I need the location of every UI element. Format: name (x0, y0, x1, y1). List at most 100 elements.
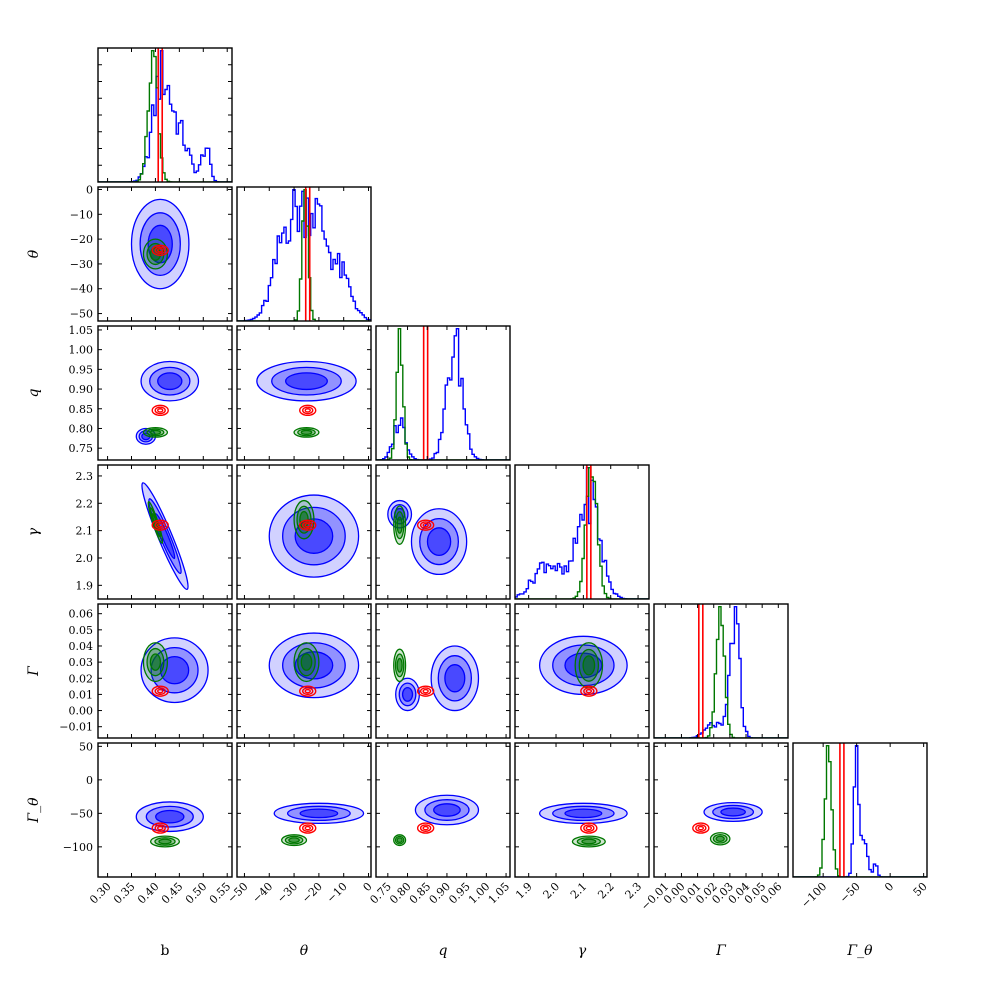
frame-q-Gamma (375, 603, 511, 739)
xlabel-theta: θ (300, 943, 309, 959)
panel-theta-theta (237, 187, 371, 321)
contour-green-q-Gamma_theta-0-2 (396, 837, 403, 844)
ytick-Gamma-5: 0.04 (69, 640, 94, 653)
xtick-Gamma_theta-3: 50 (911, 880, 930, 899)
panel-Gamma-Gamma_theta (692, 801, 763, 846)
ytick-q-4: 0.95 (69, 363, 94, 376)
truth-marker-b-q-1 (154, 406, 166, 415)
ytick-gamma-4: 2.3 (76, 470, 94, 483)
panel-theta-gamma (268, 494, 360, 578)
truth-marker-Gamma-Gamma_theta-1 (695, 824, 707, 832)
truth-marker-theta-gamma-0 (299, 519, 317, 531)
contour-green-theta-Gamma-0-2 (300, 653, 313, 671)
ytick-Gamma-2: 0.01 (69, 688, 94, 701)
truth-marker-b-Gamma-1 (154, 687, 166, 696)
hist-blue-Gamma_theta (793, 745, 927, 877)
xtick-b-4: 0.50 (183, 880, 210, 907)
hist-blue-b (98, 50, 232, 182)
ytick-theta-4: −10 (70, 208, 93, 221)
contour-blue-theta-Gamma_theta-0-2 (299, 808, 339, 819)
xtick-b-0: 0.30 (87, 880, 114, 907)
panel-gamma-gamma (515, 465, 649, 599)
contour-green-b-gamma-0-2 (151, 513, 160, 532)
contour-green-b-Gamma_theta-0-2 (158, 838, 172, 845)
panel-b-q (135, 360, 200, 445)
hist-green-Gamma (654, 606, 788, 738)
contour-blue-b-q-0-2 (157, 372, 183, 391)
ytick-Gamma_theta-1: −50 (70, 807, 93, 820)
contour-green-Gamma-Gamma_theta-0-2 (715, 835, 725, 842)
ytick-q-5: 1.00 (69, 344, 94, 357)
contour-blue-theta-q-0-2 (284, 372, 328, 391)
panel-q-Gamma (393, 645, 480, 712)
truth-marker-theta-Gamma-0 (299, 685, 317, 697)
xtick-gamma-3: 2.2 (595, 880, 617, 902)
panel-b-Gamma_theta (135, 801, 204, 848)
hist-green-q (376, 328, 510, 460)
ylabel-Gamma: Γ (26, 665, 42, 677)
contour-green-q-Gamma-0-2 (396, 657, 403, 673)
truth-marker-q-gamma-1 (419, 521, 432, 530)
frame-b-q (97, 325, 233, 461)
hist-blue-gamma (515, 467, 649, 599)
xtick-theta-4: −10 (324, 880, 350, 906)
frame-Gamma_theta-Gamma_theta (792, 742, 928, 878)
panel-b-b (98, 48, 232, 182)
xtick-theta-2: −30 (275, 880, 301, 906)
xtick-q-6: 1.05 (486, 880, 513, 907)
xlabel-Gamma: Γ (715, 943, 727, 959)
hist-green-b (98, 50, 232, 182)
panel-b-gamma (141, 482, 189, 591)
xtick-gamma-4: 2.3 (623, 880, 645, 902)
panel-theta-Gamma (268, 632, 360, 699)
xtick-theta-0: −50 (225, 880, 251, 906)
contour-green-theta-q-0-2 (300, 429, 313, 436)
frame-b-gamma (97, 464, 233, 600)
contour-blue-gamma-Gamma_theta-0-2 (564, 808, 603, 819)
ytick-q-2: 0.85 (69, 403, 94, 416)
truth-marker-q-Gamma_theta-1 (419, 824, 432, 832)
frame-theta-Gamma_theta (236, 742, 372, 878)
ytick-q-1: 0.80 (69, 422, 94, 435)
frame-gamma-Gamma (514, 603, 650, 739)
truth-marker-Gamma-Gamma_theta-0 (692, 822, 710, 834)
truth-marker-theta-q-0 (299, 404, 317, 417)
xtick-Gamma_theta-0: −100 (799, 880, 830, 911)
ytick-Gamma_theta-0: −100 (63, 841, 93, 854)
ylabel-gamma: γ (26, 527, 42, 536)
truth-marker-b-gamma-0 (151, 519, 169, 531)
ytick-q-6: 1.05 (69, 324, 94, 337)
ytick-Gamma-3: 0.02 (69, 672, 94, 685)
truth-marker-theta-q-2 (304, 408, 311, 413)
truth-marker-b-Gamma_theta-0 (151, 822, 169, 834)
ytick-theta-2: −30 (70, 258, 93, 271)
frame-b-Gamma_theta (97, 742, 233, 878)
ytick-Gamma-1: 0.00 (69, 705, 94, 718)
xtick-gamma-0: 1.9 (513, 880, 535, 902)
xtick-gamma-1: 2.0 (541, 880, 563, 902)
truth-marker-b-theta-2 (157, 247, 164, 253)
frame-Gamma-Gamma (653, 603, 789, 739)
xtick-theta-1: −40 (250, 880, 276, 906)
contour-green-q-gamma-0-2 (396, 516, 403, 534)
truth-marker-q-gamma-2 (422, 522, 429, 528)
ytick-theta-5: 0 (86, 183, 93, 196)
hist-blue-q (376, 328, 510, 460)
contour-blue-Gamma-Gamma_theta-0-2 (720, 807, 746, 817)
panel-Gamma_theta-Gamma_theta (793, 743, 927, 877)
contour-blue-q-Gamma-1-2 (401, 686, 414, 702)
frame-q-Gamma_theta (375, 742, 511, 878)
truth-marker-b-Gamma-2 (157, 688, 164, 694)
contour-blue-q-gamma-0-2 (426, 527, 452, 557)
truth-marker-gamma-Gamma_theta-1 (583, 824, 595, 832)
frame-b-b (97, 47, 233, 183)
panel-b-theta (130, 198, 190, 290)
ylabel-theta: θ (26, 249, 42, 258)
truth-marker-b-q-0 (151, 404, 169, 417)
xtick-b-1: 0.35 (111, 880, 138, 907)
contour-blue-q-Gamma_theta-0-2 (433, 803, 461, 817)
xlabel-gamma: γ (578, 943, 587, 959)
truth-marker-theta-Gamma-1 (302, 687, 314, 696)
truth-marker-q-Gamma-2 (422, 688, 429, 694)
xtick-b-3: 0.45 (159, 880, 186, 907)
